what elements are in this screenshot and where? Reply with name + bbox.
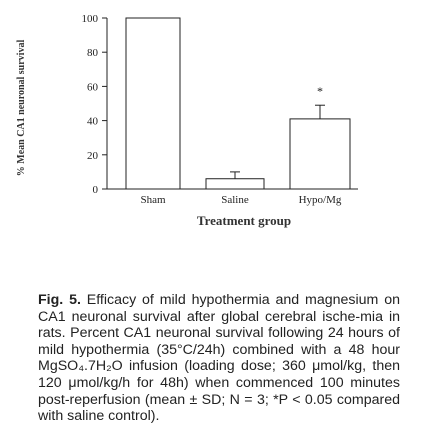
y-tick-label: 80 — [87, 47, 99, 59]
bar-sham — [125, 17, 181, 190]
chart: 0 20 40 60 80 100 * Sham Saline Hypo/Mg Treatme… — [16, 13, 358, 228]
bar-hypo-mg — [289, 118, 351, 190]
y-tick-label: 20 — [87, 150, 99, 162]
bar-saline — [205, 178, 265, 190]
x-category-labels: Sham Saline Hypo/Mg — [140, 194, 341, 206]
y-tick-label: 100 — [82, 13, 99, 25]
significance-annotation: * — [317, 84, 323, 98]
y-tick-label: 0 — [93, 184, 99, 196]
x-axis-label: Treatment group — [197, 213, 291, 228]
caption-text: Efficacy of mild hypothermia and magnesi… — [38, 292, 400, 425]
bars: * — [125, 17, 351, 190]
y-axis-label: % Mean CA1 neuronal survival — [16, 40, 27, 177]
figure-caption: Fig. 5. Efficacy of mild hypothermia and… — [38, 292, 400, 425]
x-category-label: Saline — [221, 194, 249, 206]
x-category-label: Sham — [140, 194, 166, 206]
caption-label: Fig. 5. — [38, 292, 81, 308]
y-ticks: 0 20 40 60 80 100 — [82, 13, 107, 196]
y-tick-label: 40 — [87, 116, 99, 128]
y-tick-label: 60 — [87, 81, 99, 93]
x-category-label: Hypo/Mg — [299, 194, 342, 206]
